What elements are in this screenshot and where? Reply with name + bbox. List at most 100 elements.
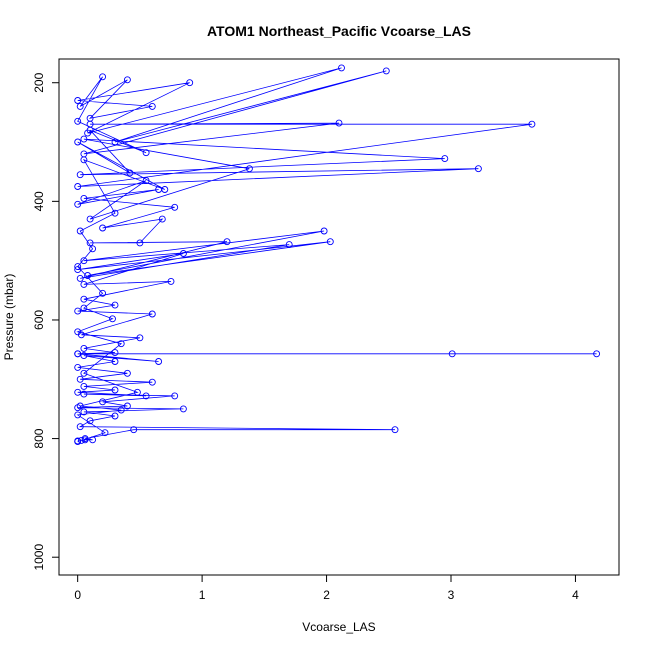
data-point xyxy=(111,386,119,394)
data-point xyxy=(123,402,131,410)
data-point xyxy=(142,177,150,185)
y-axis-label: Pressure (mbar) xyxy=(2,274,16,361)
data-point xyxy=(117,406,125,414)
data-point xyxy=(99,73,107,81)
data-point xyxy=(76,171,84,179)
data-point xyxy=(99,398,107,406)
data-point xyxy=(111,412,119,420)
data-point xyxy=(74,263,82,271)
data-point xyxy=(117,340,125,348)
data-point xyxy=(441,155,449,163)
data-point xyxy=(167,277,175,285)
data-point xyxy=(111,349,119,357)
data-point xyxy=(382,67,390,75)
data-point xyxy=(179,250,187,257)
y-tick-label: 600 xyxy=(32,310,46,330)
data-point xyxy=(223,238,231,246)
data-point xyxy=(245,165,253,173)
data-point xyxy=(74,307,82,315)
x-tick-label: 1 xyxy=(199,588,206,602)
data-point xyxy=(74,266,82,274)
data-point xyxy=(130,426,138,434)
data-point xyxy=(126,169,134,177)
x-tick-label: 2 xyxy=(323,588,330,602)
data-point xyxy=(133,388,141,396)
data-point xyxy=(74,97,82,104)
data-point xyxy=(474,165,482,173)
data-point xyxy=(285,241,293,249)
data-point xyxy=(123,76,131,84)
data-point xyxy=(111,301,119,309)
data-point xyxy=(86,215,94,223)
data-point xyxy=(74,200,82,208)
data-point xyxy=(123,369,131,377)
data-point xyxy=(76,423,84,431)
series-line xyxy=(76,67,597,442)
data-point xyxy=(80,295,88,303)
x-tick-label: 4 xyxy=(572,588,579,602)
data-point xyxy=(74,350,82,358)
data-point xyxy=(74,138,82,146)
data-point xyxy=(76,274,84,282)
x-tick-label: 0 xyxy=(74,588,81,602)
data-point xyxy=(80,390,88,398)
data-point xyxy=(74,117,82,125)
data-point xyxy=(76,227,84,235)
x-tick-label: 3 xyxy=(448,588,455,602)
data-point xyxy=(111,209,119,217)
chart-title: ATOM1 Northeast_Pacific Vcoarse_LAS xyxy=(207,23,471,39)
data-point xyxy=(80,382,88,390)
y-tick-label: 800 xyxy=(32,428,46,448)
data-point xyxy=(155,358,163,365)
y-tick-label: 200 xyxy=(32,72,46,92)
data-point xyxy=(101,429,109,437)
data-point xyxy=(335,119,343,127)
data-point xyxy=(80,280,88,288)
data-point xyxy=(86,126,94,134)
data-point xyxy=(99,289,107,297)
data-point xyxy=(80,304,88,312)
data-point xyxy=(80,408,88,416)
data-point xyxy=(76,402,84,410)
data-point xyxy=(99,224,107,232)
data-point xyxy=(89,245,97,253)
data-point xyxy=(161,186,169,193)
data-point xyxy=(86,417,94,425)
data-point xyxy=(89,436,97,444)
data-point xyxy=(74,363,82,371)
data-point xyxy=(86,114,94,122)
data-point xyxy=(391,426,399,434)
data-point xyxy=(74,411,82,419)
data-point xyxy=(171,392,179,400)
data-point xyxy=(77,436,85,444)
data-point xyxy=(179,405,187,413)
plot-frame xyxy=(58,58,620,576)
data-point xyxy=(171,203,179,211)
data-point xyxy=(142,392,150,400)
data-point xyxy=(80,257,88,265)
data-point xyxy=(80,194,88,202)
data-point xyxy=(186,79,194,87)
data-point xyxy=(142,149,150,157)
data-point xyxy=(86,239,94,247)
data-point xyxy=(148,378,156,386)
data-point xyxy=(109,315,116,323)
data-point xyxy=(76,102,84,110)
data-point xyxy=(448,350,456,358)
y-tick-label: 400 xyxy=(32,191,46,211)
data-point xyxy=(81,435,89,443)
data-point xyxy=(80,352,88,360)
data-point xyxy=(80,156,88,164)
data-point xyxy=(80,344,88,352)
data-point xyxy=(136,239,144,247)
data-point xyxy=(338,64,345,72)
data-point xyxy=(136,334,144,342)
plot-area xyxy=(74,64,601,446)
y-tick-label: 1000 xyxy=(32,544,46,571)
data-point xyxy=(74,388,82,396)
data-point xyxy=(80,135,88,143)
data-point xyxy=(74,328,82,336)
data-point xyxy=(528,120,536,128)
data-point xyxy=(111,138,119,146)
